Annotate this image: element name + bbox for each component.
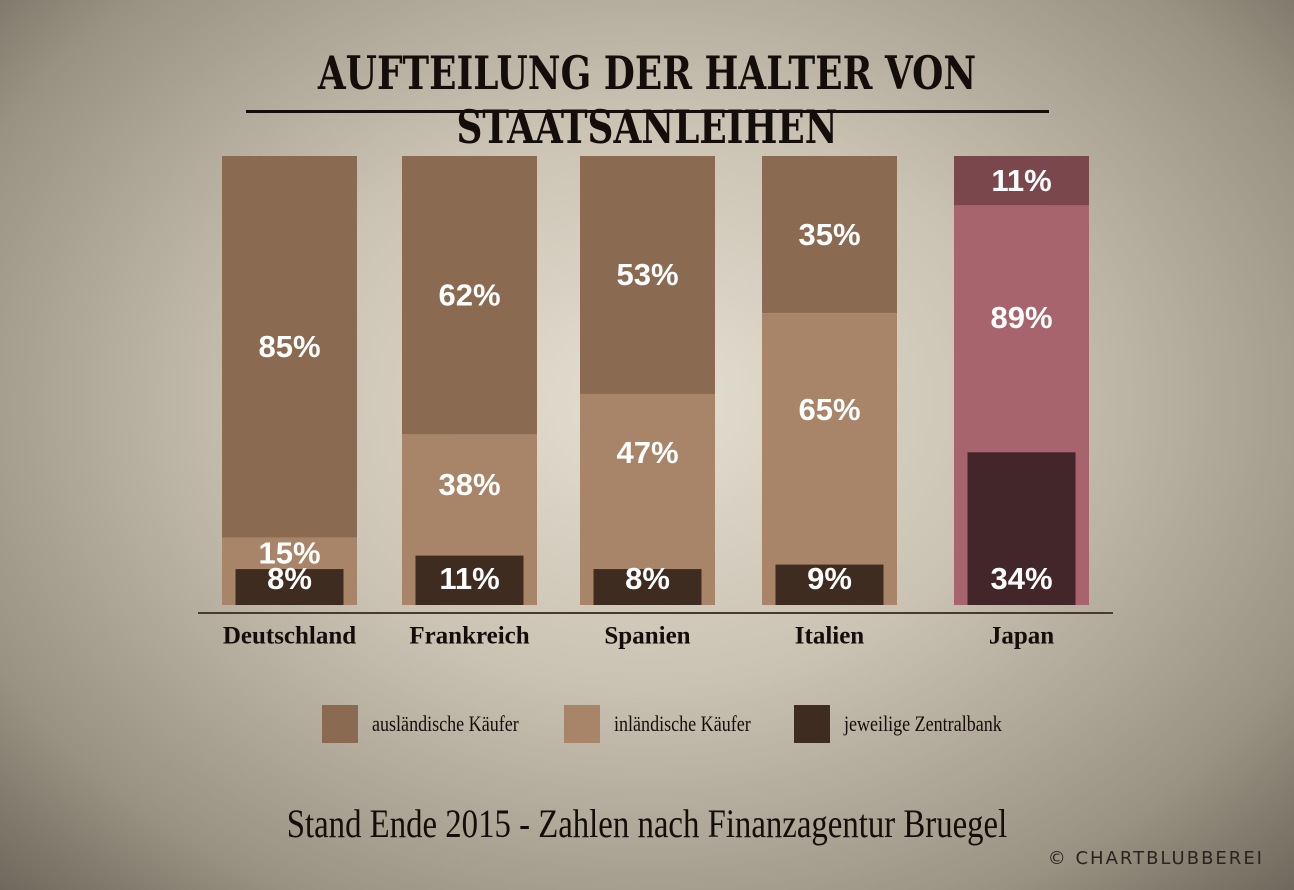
credit: © CHARTBLUBBEREI <box>1047 848 1264 869</box>
legend-label-inlaendisch: inländische Käufer <box>614 711 751 736</box>
label-zentralbank-japan: 34% <box>990 561 1052 596</box>
bar-zentralbank-frankreich <box>415 555 524 605</box>
label-auslaendisch-spanien: 53% <box>616 257 678 292</box>
label-auslaendisch-italien: 35% <box>798 217 860 252</box>
legend-swatch-auslaendisch <box>322 705 358 743</box>
chart-title: AUFTEILUNG DER HALTER VON STAATSANLEIHEN <box>317 46 977 154</box>
bar-auslaendisch-japan <box>954 156 1089 206</box>
category-label-deutschland: Deutschland <box>223 623 356 650</box>
category-label-italien: Italien <box>795 623 865 650</box>
bar-zentralbank-deutschland <box>235 569 344 605</box>
legend-item-auslaendisch: ausländische Käufer <box>322 704 551 744</box>
bar-zentralbank-spanien <box>593 569 702 605</box>
footnote: Stand Ende 2015 - Zahlen nach Finanzagen… <box>286 801 1008 846</box>
category-label-spanien: Spanien <box>604 623 690 650</box>
legend-swatch-zentralbank <box>794 705 830 743</box>
bar-auslaendisch-spanien <box>580 156 715 394</box>
label-zentralbank-italien: 9% <box>807 561 852 596</box>
bar-zentralbank-japan <box>967 452 1076 605</box>
bar-zentralbank-italien <box>775 564 884 605</box>
legend-label-auslaendisch: ausländische Käufer <box>372 711 519 736</box>
label-inlaendisch-japan: 89% <box>990 300 1052 335</box>
category-label-frankreich: Frankreich <box>409 623 529 650</box>
bar-inlaendisch-italien <box>762 313 897 605</box>
bar-auslaendisch-frankreich <box>402 156 537 435</box>
label-inlaendisch-frankreich: 38% <box>438 467 500 502</box>
legend-item-inlaendisch: inländische Käufer <box>564 704 781 744</box>
title-underline <box>246 110 1049 113</box>
label-zentralbank-frankreich: 11% <box>439 561 499 596</box>
label-inlaendisch-italien: 65% <box>798 392 860 427</box>
legend: ausländische Käufer inländische Käufer j… <box>0 704 1294 744</box>
bar-auslaendisch-italien <box>762 156 897 314</box>
legend-label-zentralbank: jeweilige Zentralbank <box>844 711 1002 736</box>
label-auslaendisch-frankreich: 62% <box>438 277 500 312</box>
label-auslaendisch-deutschland: 85% <box>258 329 320 364</box>
label-inlaendisch-spanien: 47% <box>616 435 678 470</box>
label-inlaendisch-deutschland: 15% <box>258 536 320 571</box>
label-zentralbank-spanien: 8% <box>625 561 670 596</box>
category-label-japan: Japan <box>989 623 1054 650</box>
legend-swatch-inlaendisch <box>564 705 600 743</box>
legend-item-zentralbank: jeweilige Zentralbank <box>794 704 1036 744</box>
label-auslaendisch-japan: 11% <box>991 163 1051 198</box>
bar-auslaendisch-deutschland <box>222 156 357 538</box>
label-zentralbank-deutschland: 8% <box>267 561 312 596</box>
